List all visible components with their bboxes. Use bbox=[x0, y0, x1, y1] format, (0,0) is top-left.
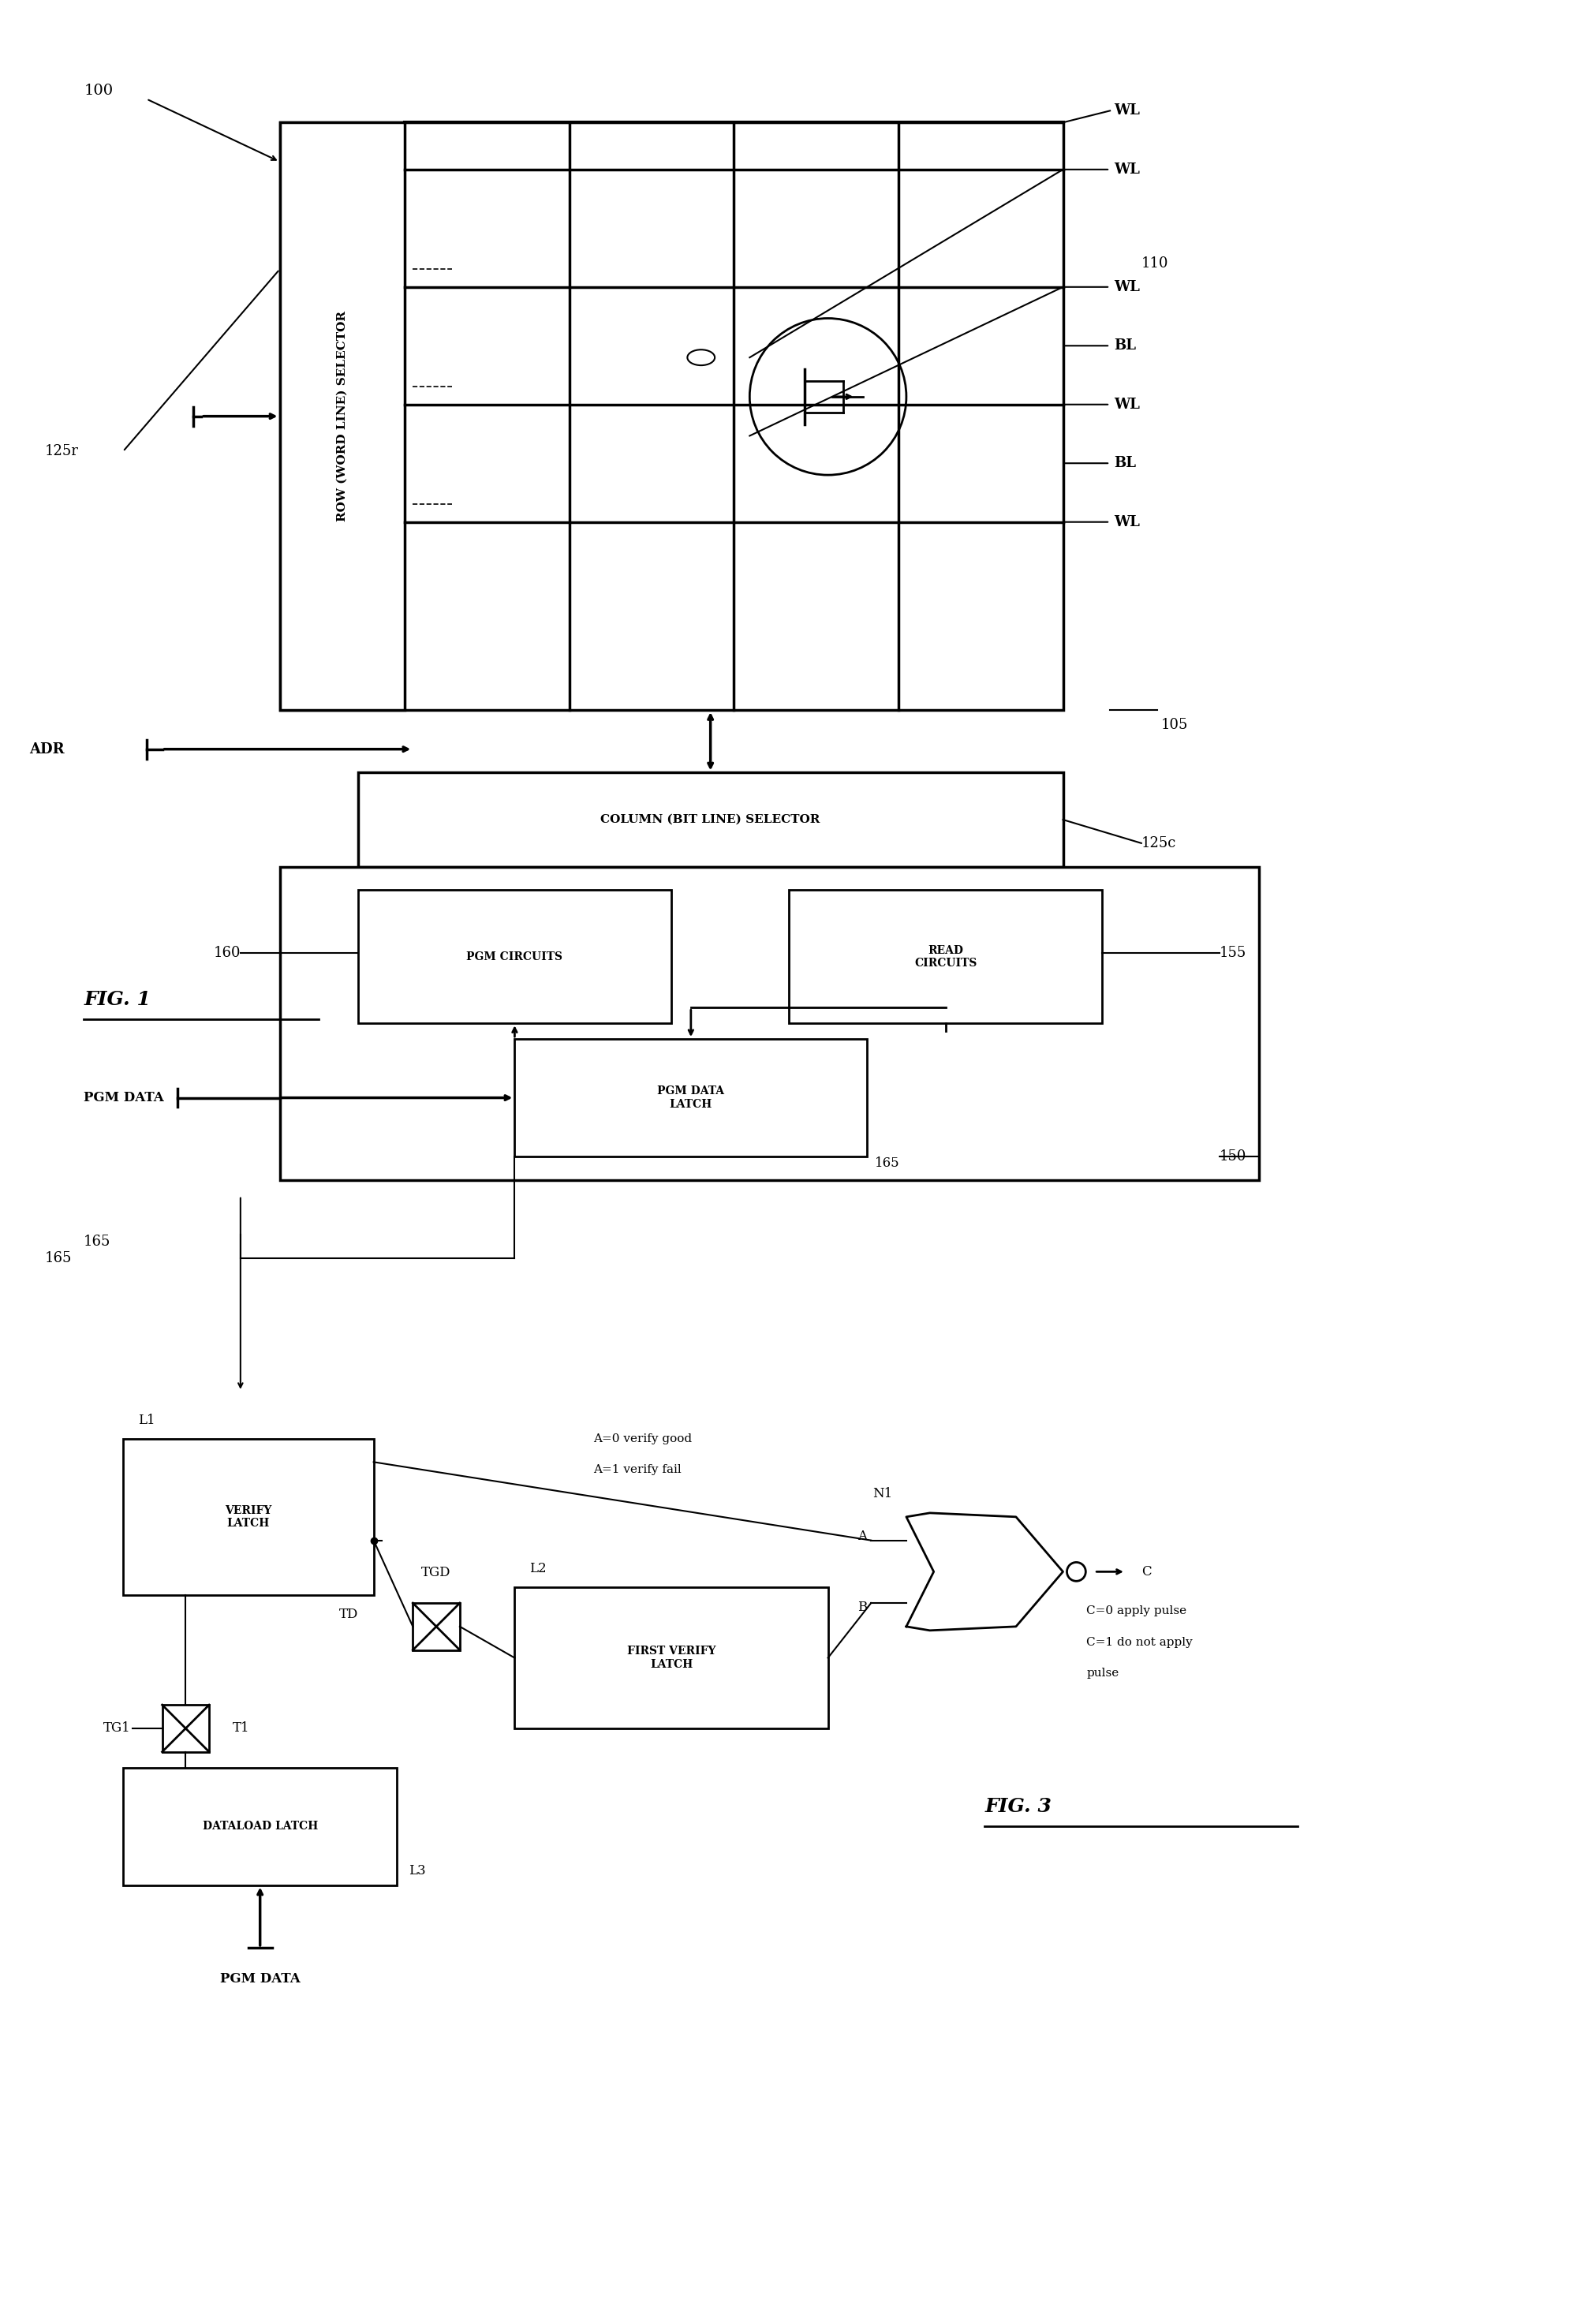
Text: ROW (WORD LINE) SELECTOR: ROW (WORD LINE) SELECTOR bbox=[337, 311, 348, 521]
Text: 125r: 125r bbox=[44, 444, 78, 458]
Text: DATALOAD LATCH: DATALOAD LATCH bbox=[202, 1820, 317, 1831]
Text: A: A bbox=[857, 1529, 866, 1543]
Text: B: B bbox=[857, 1601, 866, 1613]
Text: WL: WL bbox=[1114, 105, 1139, 119]
Text: BL: BL bbox=[1114, 339, 1136, 353]
Text: N1: N1 bbox=[872, 1487, 893, 1499]
Text: FIRST VERIFY
LATCH: FIRST VERIFY LATCH bbox=[626, 1645, 715, 1669]
Text: C=1 do not apply: C=1 do not apply bbox=[1086, 1636, 1192, 1648]
Bar bbox=[358, 772, 1062, 867]
Text: 155: 155 bbox=[1219, 946, 1246, 960]
Bar bbox=[122, 1439, 373, 1594]
Text: WL: WL bbox=[1114, 163, 1139, 177]
Text: C=0 apply pulse: C=0 apply pulse bbox=[1086, 1606, 1186, 1618]
Text: ADR: ADR bbox=[28, 741, 64, 755]
Text: 150: 150 bbox=[1219, 1150, 1246, 1164]
Text: WL: WL bbox=[1114, 397, 1139, 411]
Bar bbox=[122, 1769, 397, 1885]
Text: A=0 verify good: A=0 verify good bbox=[593, 1434, 692, 1443]
Text: T1: T1 bbox=[232, 1722, 249, 1736]
Text: TG1: TG1 bbox=[104, 1722, 130, 1736]
Bar bbox=[279, 123, 1062, 711]
Text: PGM DATA
LATCH: PGM DATA LATCH bbox=[657, 1085, 723, 1109]
Text: 160: 160 bbox=[213, 946, 240, 960]
Text: L1: L1 bbox=[138, 1413, 155, 1427]
Text: PGM DATA: PGM DATA bbox=[220, 1973, 300, 1985]
Text: TGD: TGD bbox=[422, 1566, 450, 1580]
Bar bbox=[358, 890, 672, 1023]
Text: 100: 100 bbox=[83, 84, 113, 98]
Text: PGM DATA: PGM DATA bbox=[83, 1090, 165, 1104]
Text: COLUMN (BIT LINE) SELECTOR: COLUMN (BIT LINE) SELECTOR bbox=[601, 813, 821, 825]
Text: PGM CIRCUITS: PGM CIRCUITS bbox=[466, 951, 562, 962]
Bar bbox=[515, 1039, 866, 1157]
Text: 105: 105 bbox=[1161, 718, 1188, 732]
Text: pulse: pulse bbox=[1086, 1669, 1119, 1678]
Text: 165: 165 bbox=[874, 1157, 899, 1169]
Text: A=1 verify fail: A=1 verify fail bbox=[593, 1464, 681, 1476]
Text: FIG. 3: FIG. 3 bbox=[984, 1796, 1051, 1815]
Text: TD: TD bbox=[339, 1608, 358, 1622]
Text: 165: 165 bbox=[83, 1234, 111, 1248]
Text: WL: WL bbox=[1114, 279, 1139, 295]
Text: L3: L3 bbox=[408, 1864, 425, 1878]
Text: VERIFY
LATCH: VERIFY LATCH bbox=[224, 1506, 271, 1529]
Text: 165: 165 bbox=[44, 1250, 72, 1267]
Bar bbox=[162, 1706, 209, 1752]
Text: FIG. 1: FIG. 1 bbox=[83, 990, 151, 1009]
Bar bbox=[279, 123, 405, 711]
Bar bbox=[413, 1604, 460, 1650]
Text: 125c: 125c bbox=[1141, 837, 1175, 851]
Text: C: C bbox=[1141, 1564, 1150, 1578]
Text: WL: WL bbox=[1114, 516, 1139, 530]
Text: BL: BL bbox=[1114, 456, 1136, 469]
Bar bbox=[515, 1587, 827, 1729]
Text: 110: 110 bbox=[1141, 256, 1167, 270]
Text: L2: L2 bbox=[529, 1562, 546, 1576]
Bar bbox=[279, 867, 1258, 1181]
Text: READ
CIRCUITS: READ CIRCUITS bbox=[913, 946, 976, 969]
Bar bbox=[788, 890, 1101, 1023]
